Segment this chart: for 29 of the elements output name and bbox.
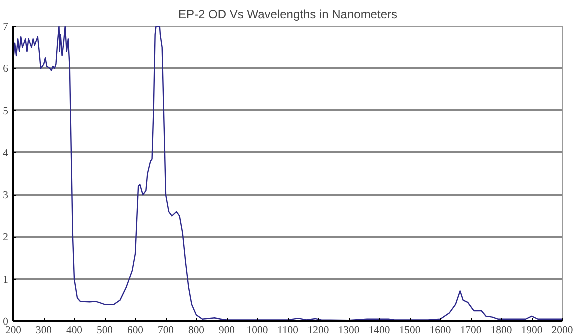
- x-tick-label: 1300: [338, 326, 360, 336]
- y-tick-label: 5: [3, 106, 8, 118]
- y-tick-label: 2: [3, 232, 8, 244]
- x-tick-label: 1800: [490, 326, 512, 336]
- x-tick-label: 900: [219, 326, 235, 336]
- x-tick-label: 1000: [246, 326, 268, 336]
- y-tick-label: 0: [3, 317, 8, 328]
- x-tick-label: 1700: [460, 326, 482, 336]
- y-tick-label: 1: [3, 274, 8, 286]
- x-tick-label: 1100: [278, 326, 298, 336]
- line-series: [14, 26, 562, 322]
- y-tick-label: 7: [3, 22, 10, 33]
- x-tick-label: 800: [188, 326, 204, 336]
- x-tick-label: 500: [97, 326, 113, 336]
- x-tick-label: 300: [36, 326, 52, 336]
- x-tick-label: 1200: [308, 326, 330, 336]
- y-tick-label: 4: [3, 148, 10, 160]
- x-tick-label: 200: [6, 326, 22, 336]
- x-tick-label: 1400: [368, 326, 390, 336]
- x-tick-label: 400: [66, 326, 82, 336]
- x-tick-label: 1500: [399, 326, 421, 336]
- x-tick-label: 700: [158, 326, 174, 336]
- x-tick-label: 2000: [552, 326, 574, 336]
- chart-title: EP-2 OD Vs Wavelengths in Nanometers: [178, 8, 398, 22]
- y-tick-label: 6: [3, 64, 10, 76]
- y-tick-label: 3: [3, 190, 8, 202]
- x-tick-label: 1900: [521, 326, 543, 336]
- x-tick-label: 1600: [430, 326, 452, 336]
- x-tick-label: 600: [128, 326, 144, 336]
